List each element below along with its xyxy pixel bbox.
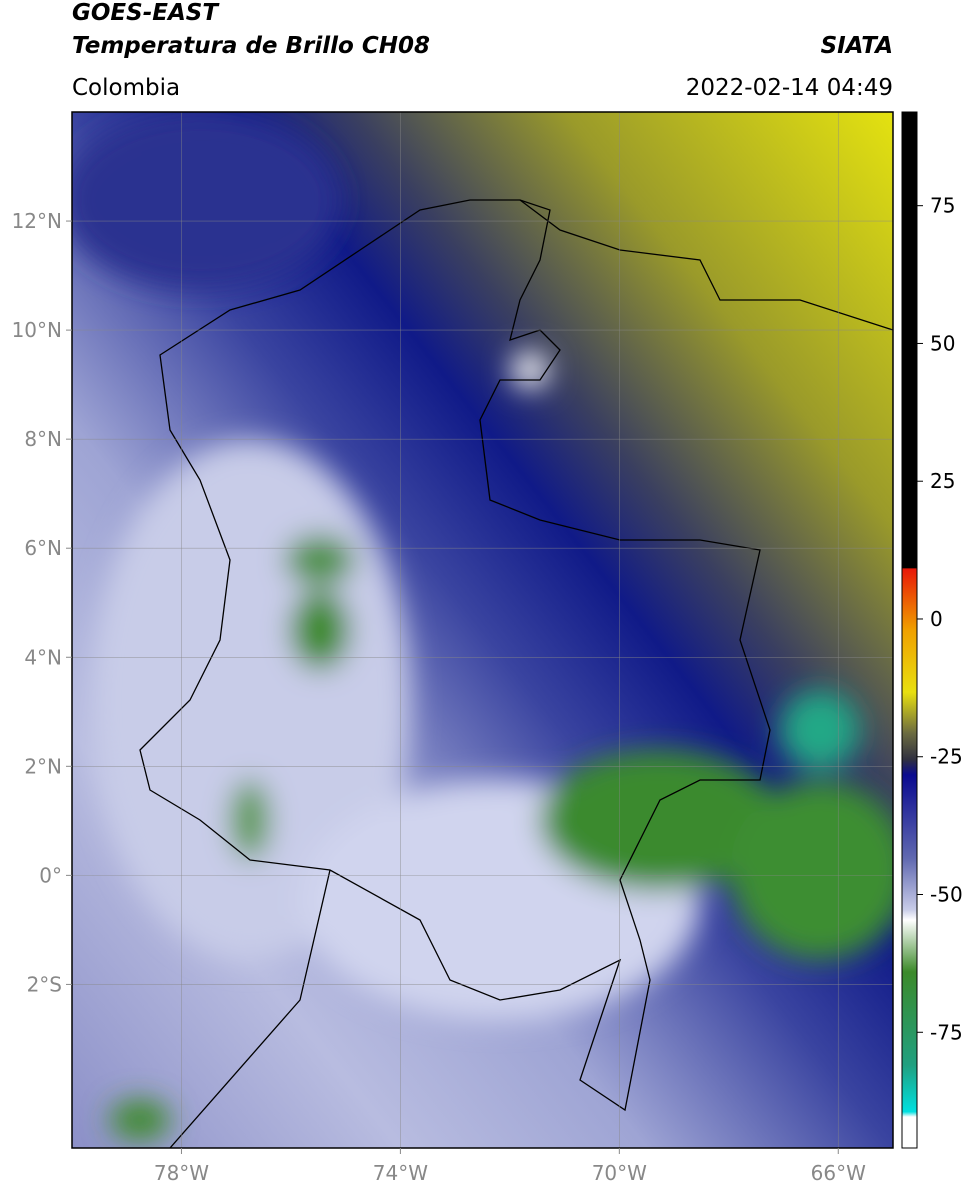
colorbar (901, 111, 918, 1149)
lat-tick-label: 4°N (24, 645, 62, 669)
subtitle: Temperatura de Brillo CH08 (72, 33, 430, 59)
lon-tick-label: 78°W (154, 1161, 209, 1185)
lat-tick-label: 2°S (27, 972, 62, 996)
colorbar-tick-label: 50 (930, 331, 955, 355)
colorbar-tick-label: -75 (930, 1020, 963, 1044)
title: GOES-EAST (72, 0, 220, 26)
region: Colombia (72, 75, 180, 101)
lat-tick-label: 10°N (12, 318, 62, 342)
lat-tick-label: 6°N (24, 536, 62, 560)
map-image (72, 112, 893, 1148)
colorbar-tick-label: 75 (930, 194, 955, 218)
map-frame (71, 111, 894, 1149)
lon-tick-label: 66°W (811, 1161, 866, 1185)
colorbar-tick-label: -25 (930, 745, 963, 769)
lon-tick-label: 74°W (373, 1161, 428, 1185)
colorbar-tick-label: -50 (930, 883, 963, 907)
colorbar-tick-label: 0 (930, 607, 943, 631)
lat-tick-label: 0° (39, 863, 62, 887)
lon-tick-label: 70°W (592, 1161, 647, 1185)
source: SIATA (821, 33, 893, 59)
colorbar-tick-label: 25 (930, 469, 955, 493)
timestamp: 2022-02-14 04:49 (686, 75, 893, 101)
lat-tick-label: 12°N (12, 209, 62, 233)
lat-tick-label: 8°N (24, 427, 62, 451)
lat-tick-label: 2°N (24, 754, 62, 778)
